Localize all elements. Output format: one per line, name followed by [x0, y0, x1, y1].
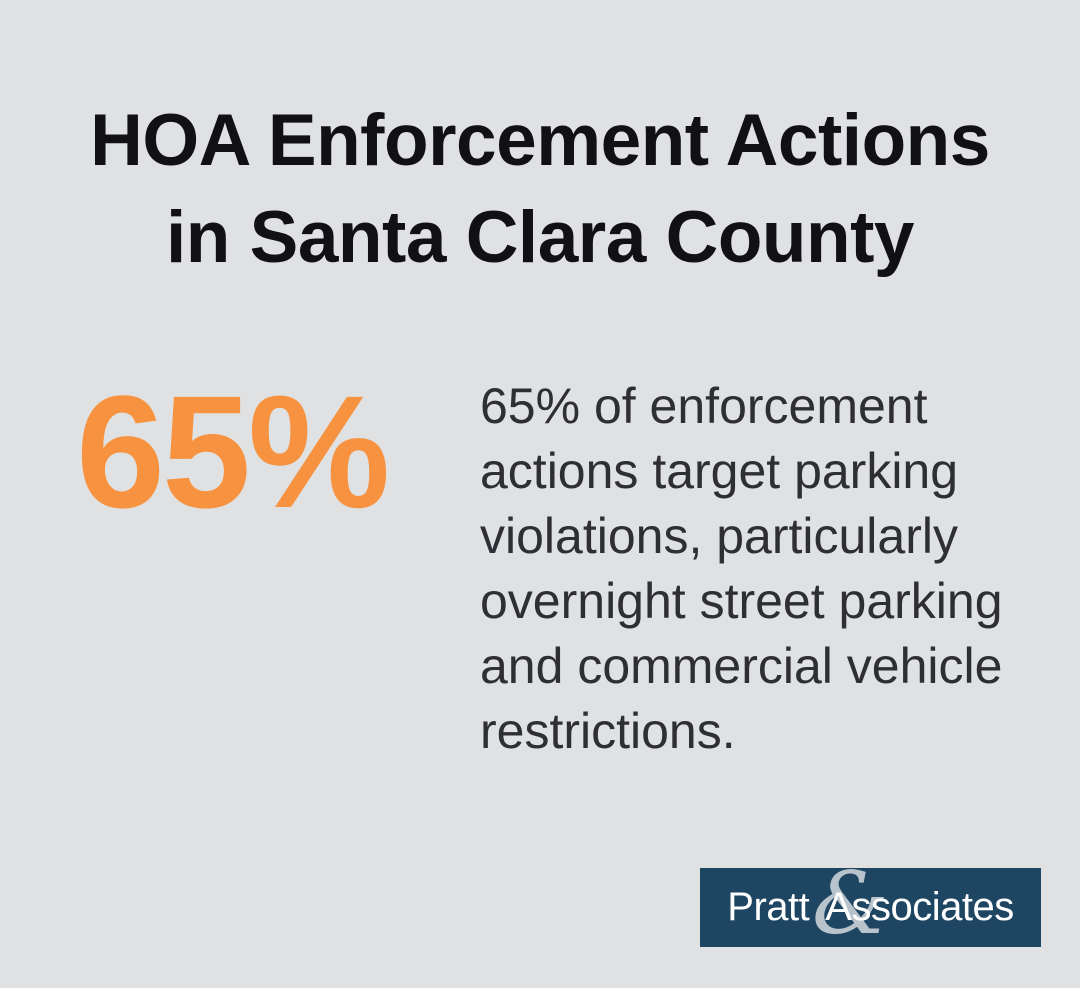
logo-pratt-associates: & Pratt Associates: [700, 854, 1041, 954]
logo-text: Pratt Associates: [727, 885, 1014, 930]
stat-value: 65%: [76, 362, 390, 541]
logo-ampersand-flourish-icon: &: [812, 854, 889, 954]
logo-word-associates: Associates: [825, 885, 1014, 929]
logo-word-pratt: Pratt: [727, 885, 810, 929]
page-title-line-1: HOA Enforcement Actions: [90, 100, 990, 181]
page-title: HOA Enforcement Actions in Santa Clara C…: [0, 92, 1080, 286]
stat-description: 65% of enforcement actions target parkin…: [480, 378, 1003, 759]
page-title-line-2: in Santa Clara County: [165, 197, 915, 278]
